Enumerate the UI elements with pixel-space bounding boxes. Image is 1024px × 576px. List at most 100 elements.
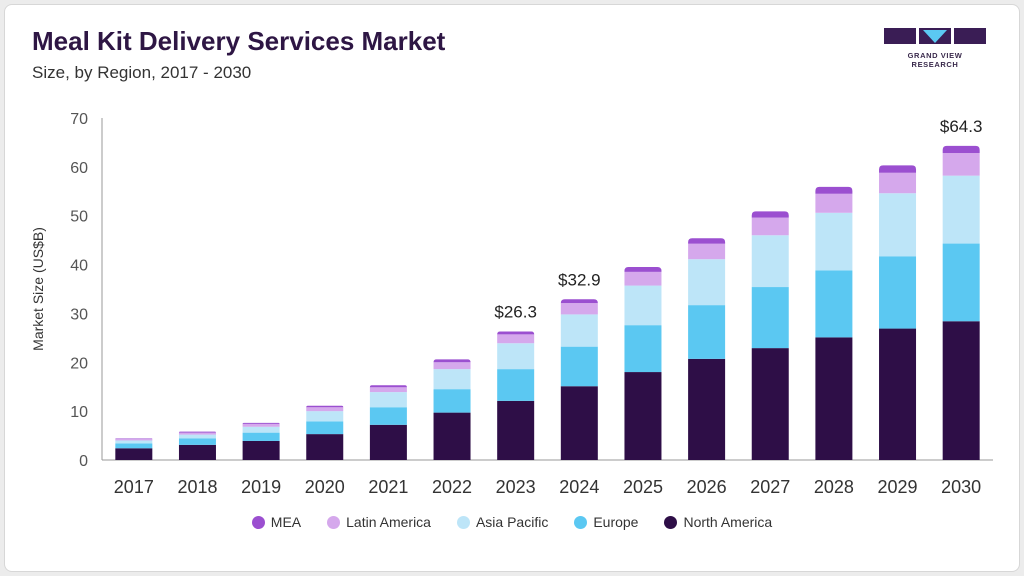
bar-2024-mea — [560, 299, 598, 304]
bar-2018-north-america — [178, 444, 216, 460]
x-tick-label-2029: 2029 — [878, 477, 918, 497]
chart-subtitle: Size, by Region, 2017 - 2030 — [32, 63, 252, 82]
bar-2020-mea — [306, 405, 344, 408]
bar-2022-latin-america — [433, 362, 471, 370]
x-tick-label-2023: 2023 — [496, 477, 536, 497]
bar-2027-asia-pacific — [751, 235, 789, 288]
x-tick-label-2022: 2022 — [432, 477, 472, 497]
bar-2020-latin-america — [306, 407, 344, 412]
bar-2018-mea — [178, 431, 216, 433]
bar-2020-north-america — [306, 434, 344, 460]
bar-2026-north-america — [688, 358, 726, 460]
logo-text: GRAND VIEW RESEARCH — [907, 51, 963, 69]
bar-2024-latin-america — [560, 303, 598, 315]
y-axis-title: Market Size (US$B) — [30, 227, 46, 351]
y-tick-label-70: 70 — [70, 111, 88, 128]
bar-2019-mea — [242, 422, 280, 424]
bar-2022-europe — [433, 389, 471, 413]
bar-2022-north-america — [433, 412, 471, 460]
y-tick-label-20: 20 — [70, 355, 88, 372]
x-tick-label-2018: 2018 — [177, 477, 217, 497]
legend-item-latin-america: Latin America — [327, 514, 431, 530]
bar-2028-europe — [815, 270, 853, 338]
bar-2025-latin-america — [624, 271, 662, 286]
legend-swatch-mea — [251, 515, 265, 529]
logo-chevron — [923, 30, 947, 43]
x-tick-label-2019: 2019 — [241, 477, 281, 497]
bar-2023-asia-pacific — [497, 343, 535, 370]
legend-label-north-america: North America — [683, 514, 773, 530]
bar-2019-asia-pacific — [242, 426, 280, 433]
x-tick-label-2024: 2024 — [559, 477, 599, 497]
bar-2027-europe — [751, 287, 789, 349]
bar-2029-north-america — [879, 328, 917, 460]
bar-2017-europe — [115, 443, 153, 449]
bar-2030-europe — [942, 243, 980, 322]
legend: MEA Latin America Asia Pacific Europe No… — [0, 514, 1024, 530]
y-tick-label-10: 10 — [70, 404, 88, 421]
data-label-2024: $32.9 — [558, 270, 601, 289]
bar-2021-latin-america — [369, 387, 407, 393]
bar-2029-latin-america — [879, 172, 917, 194]
bar-2024-north-america — [560, 386, 598, 460]
bar-2021-asia-pacific — [369, 392, 407, 408]
x-tick-label-2026: 2026 — [687, 477, 727, 497]
legend-item-asia-pacific: Asia Pacific — [456, 514, 549, 530]
x-tick-label-2021: 2021 — [368, 477, 408, 497]
bar-2027-north-america — [751, 348, 789, 460]
legend-swatch-europe — [574, 515, 588, 529]
bar-2018-asia-pacific — [178, 434, 216, 439]
y-tick-label-60: 60 — [70, 160, 88, 177]
bar-2028-latin-america — [815, 193, 853, 213]
legend-label-asia-pacific: Asia Pacific — [475, 514, 549, 530]
legend-swatch-asia-pacific — [456, 515, 470, 529]
bar-2028-mea — [815, 186, 853, 194]
bar-2022-mea — [433, 359, 471, 363]
y-tick-label-40: 40 — [70, 258, 88, 275]
logo-block-left — [884, 28, 916, 44]
legend-label-mea: MEA — [270, 514, 302, 530]
bar-2028-north-america — [815, 337, 853, 460]
bar-2023-latin-america — [497, 334, 535, 344]
logo-block-right — [954, 28, 986, 44]
y-tick-label-30: 30 — [70, 306, 88, 323]
bar-2028-asia-pacific — [815, 212, 853, 271]
gvr-logo-icon — [884, 28, 986, 44]
bar-2030-asia-pacific — [942, 175, 980, 244]
bar-2023-mea — [497, 331, 535, 335]
legend-label-europe: Europe — [593, 514, 639, 530]
bar-2029-asia-pacific — [879, 193, 917, 257]
bar-2027-mea — [751, 211, 789, 218]
legend-label-latin-america: Latin America — [346, 514, 431, 530]
bar-2026-latin-america — [688, 243, 726, 260]
bar-2017-asia-pacific — [115, 440, 153, 444]
bar-2017-north-america — [115, 448, 153, 460]
bar-2026-europe — [688, 305, 726, 359]
bar-2019-europe — [242, 432, 280, 441]
chart-title: Meal Kit Delivery Services Market — [32, 26, 446, 56]
bar-2025-north-america — [624, 372, 662, 460]
x-tick-label-2025: 2025 — [623, 477, 663, 497]
y-tick-label-0: 0 — [79, 453, 88, 470]
bar-2030-north-america — [942, 321, 980, 460]
bar-2018-latin-america — [178, 432, 216, 435]
bar-2025-mea — [624, 267, 662, 272]
x-tick-label-2027: 2027 — [750, 477, 790, 497]
y-tick-label-50: 50 — [70, 209, 88, 226]
bar-2023-europe — [497, 369, 535, 401]
bar-2030-latin-america — [942, 153, 980, 176]
x-tick-label-2030: 2030 — [941, 477, 981, 497]
bar-2020-europe — [306, 421, 344, 435]
bar-2027-latin-america — [751, 217, 789, 236]
bar-2025-europe — [624, 325, 662, 373]
bar-2026-asia-pacific — [688, 259, 726, 306]
bar-2023-north-america — [497, 400, 535, 460]
legend-item-north-america: North America — [664, 514, 772, 530]
bar-2024-asia-pacific — [560, 314, 598, 347]
bar-2021-north-america — [369, 424, 407, 460]
bar-2021-mea — [369, 385, 407, 388]
legend-item-mea: MEA — [251, 514, 302, 530]
bar-2030-mea — [942, 145, 980, 154]
bar-2020-asia-pacific — [306, 411, 344, 422]
